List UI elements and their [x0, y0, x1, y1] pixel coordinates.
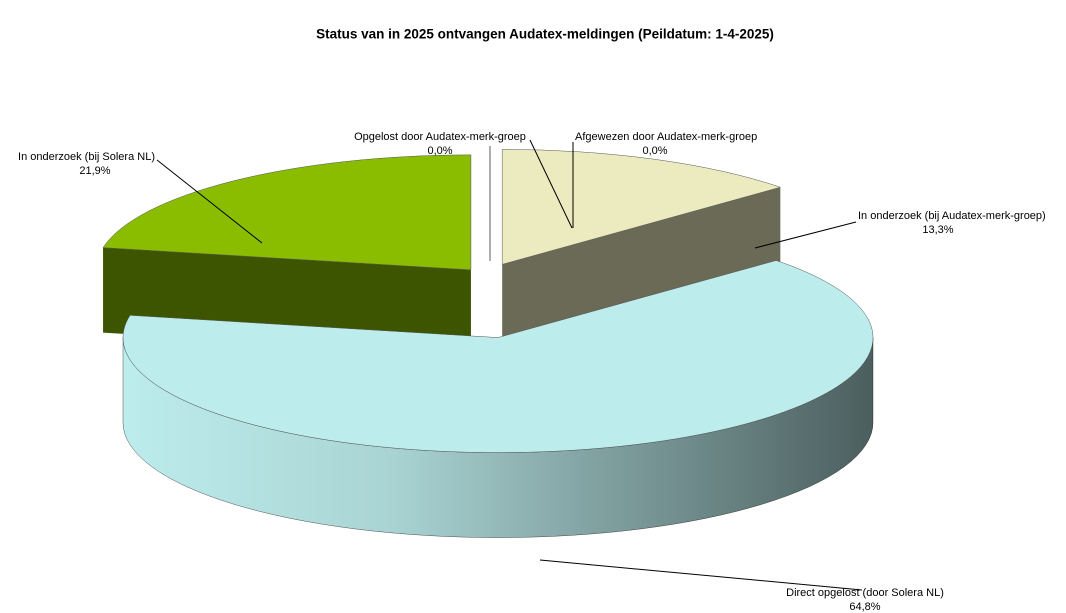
value-label: 0,0% [427, 145, 452, 157]
labels: In onderzoek (bij Audatex-merk-groep) 13,… [18, 131, 1046, 613]
category-label: Direct opgelost (door Solera NL) [786, 587, 944, 599]
slice-wall-shade [123, 337, 874, 538]
pie [102, 146, 874, 538]
value-label: 13,3% [922, 224, 953, 236]
leader-line [156, 159, 263, 244]
value-label: 0,0% [642, 145, 667, 157]
category-label: In onderzoek (bij Audatex-merk-groep) [858, 210, 1046, 222]
leader-line [529, 139, 573, 229]
value-label: 64,8% [849, 601, 880, 613]
slice [501, 149, 782, 265]
category-label: In onderzoek (bij Solera NL) [18, 151, 155, 163]
leader-line [539, 559, 863, 591]
category-label: Opgelost door Audatex-merk-groep [354, 131, 526, 143]
slice [122, 260, 874, 453]
chart-title: Status van in 2025 ontvangen Audatex-mel… [316, 27, 774, 42]
category-label: Afgewezen door Audatex-merk-groep [575, 131, 757, 143]
value-label: 21,9% [79, 165, 110, 177]
slice [102, 154, 472, 271]
leader-line [754, 221, 857, 249]
slice-side [502, 187, 781, 350]
